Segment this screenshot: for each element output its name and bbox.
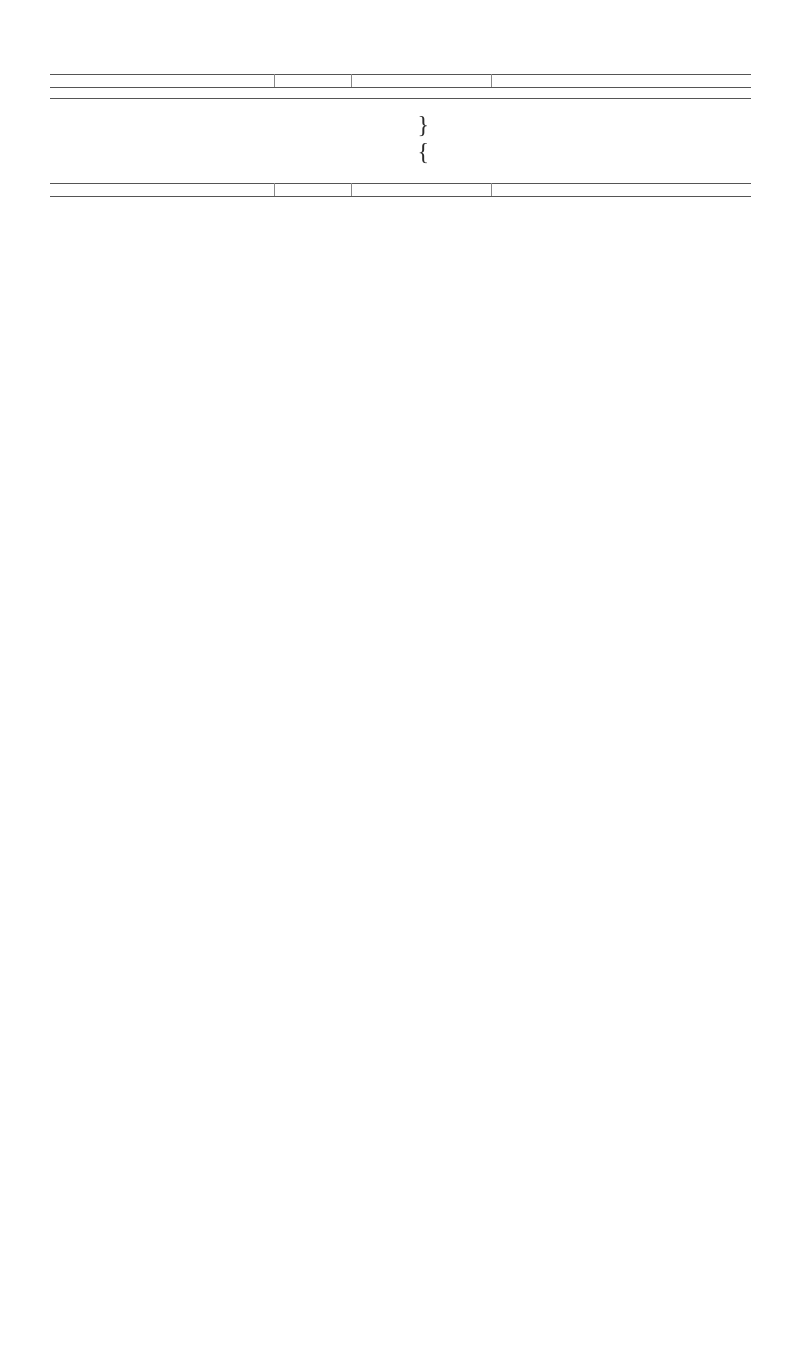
th-tissue <box>50 75 274 88</box>
th-tissue <box>50 184 274 197</box>
divider <box>50 98 751 99</box>
th-res <box>492 184 751 197</box>
pig149-right <box>416 54 752 60</box>
th-gp <box>274 184 351 197</box>
th-gp <box>274 75 351 88</box>
brace-icon: } <box>418 114 430 138</box>
th-res <box>492 75 751 88</box>
pig149-section <box>50 54 751 60</box>
table-2 <box>50 183 751 197</box>
pig151-r1: } <box>416 114 752 138</box>
pig151-left <box>50 111 386 169</box>
pig149-left <box>50 54 386 60</box>
th-dur <box>351 75 491 88</box>
pig151-r2: { <box>416 141 752 165</box>
pig151-right: } { <box>416 111 752 169</box>
pig151-section: } { <box>50 111 751 169</box>
brace-icon: { <box>418 141 430 165</box>
th-dur <box>351 184 491 197</box>
table-1 <box>50 74 751 88</box>
